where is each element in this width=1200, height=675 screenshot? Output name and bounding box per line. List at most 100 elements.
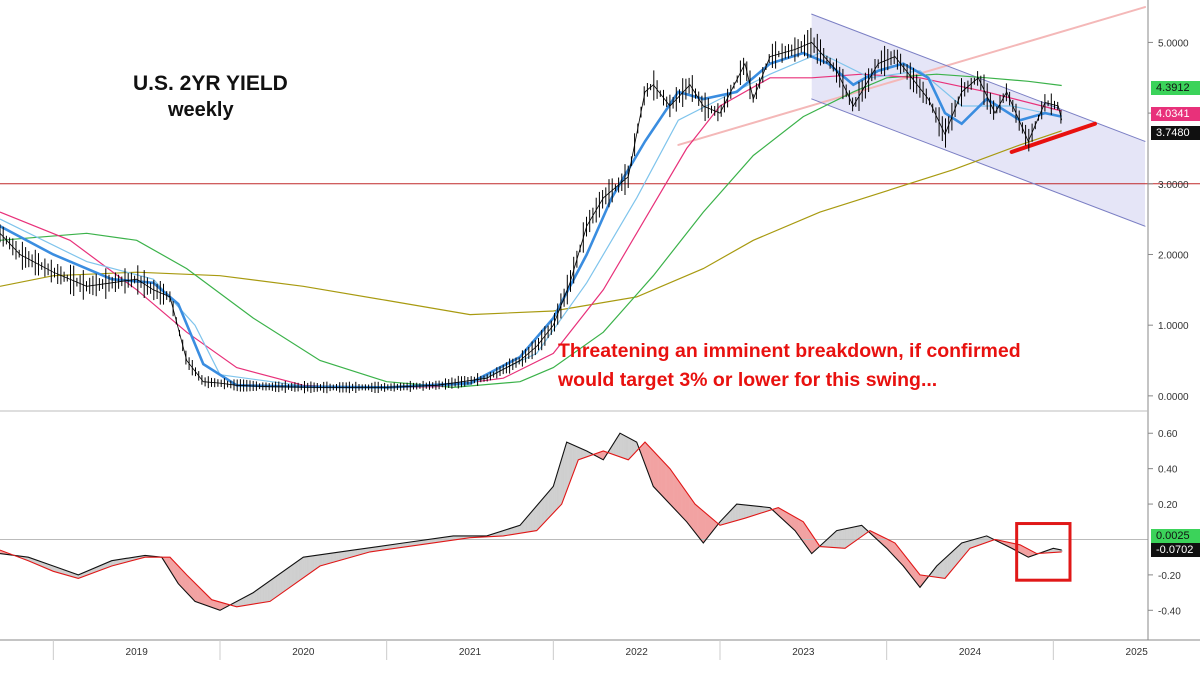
oscillator-fill-slice xyxy=(251,592,254,605)
series-ma-olive xyxy=(0,130,1062,316)
oscillator-fill-slice xyxy=(674,474,677,512)
oscillator-fill-slice xyxy=(583,449,586,459)
oscillator-fill-slice xyxy=(660,457,663,496)
price-y-tick-label: 2.0000 xyxy=(1158,250,1189,261)
oscillator-fill-slice xyxy=(740,504,743,520)
oscillator-fill-slice xyxy=(839,529,842,549)
oscillator-fill-slice xyxy=(844,528,847,549)
x-tick-label: 2020 xyxy=(292,647,315,658)
oscillator-fill-slice xyxy=(304,556,307,578)
oscillator-fill-slice xyxy=(568,442,571,485)
oscillator-fill-slice xyxy=(948,553,951,575)
oscillator-fill-slice xyxy=(301,557,304,580)
oscillator-fill-slice xyxy=(753,505,756,516)
oscillator-fill-slice xyxy=(748,505,751,518)
oscillator-fill-slice xyxy=(560,455,563,505)
oscillator-fill-slice xyxy=(938,561,941,579)
oscillator-fill-slice xyxy=(693,501,696,534)
oscillator-fill-slice xyxy=(536,503,539,531)
oscillator-fill-slice xyxy=(980,536,983,545)
oscillator-fill-slice xyxy=(559,461,562,508)
oscillator-fill-slice xyxy=(672,472,675,510)
axes: 5.00004.00003.00002.00001.00000.00000.60… xyxy=(0,0,1200,660)
oscillator-fill-slice xyxy=(193,581,196,603)
oscillator-fill-slice xyxy=(746,504,749,518)
oscillator-fill-slice xyxy=(945,555,948,579)
oscillator-fill-slice xyxy=(217,601,220,611)
osc-y-tick-label: 0.20 xyxy=(1158,500,1178,511)
oscillator-fill-slice xyxy=(978,537,981,546)
oscillator-fill-slice xyxy=(188,576,191,598)
oscillator-fill-slice xyxy=(809,529,812,554)
oscillator-fill-slice xyxy=(666,464,669,503)
oscillator-fill-slice xyxy=(799,519,802,540)
oscillator-fill-slice xyxy=(618,432,621,458)
trendline-short-support-red xyxy=(1009,121,1097,154)
oscillator-fill-slice xyxy=(182,570,185,591)
oscillator-fill-slice xyxy=(677,479,680,515)
oscillator-fill-slice xyxy=(831,533,834,548)
oscillator-fill-slice xyxy=(353,549,356,557)
oscillator-fill-slice xyxy=(307,556,310,576)
chart-title: U.S. 2YR YIELD weekly xyxy=(133,72,288,121)
oscillator-fill-slice xyxy=(313,555,316,571)
oscillator-fill-slice xyxy=(685,490,688,524)
oscillator-fill-slice xyxy=(687,492,690,526)
oscillator-fill-slice xyxy=(531,508,534,532)
oscillator-fill-slice xyxy=(347,550,350,559)
oscillator-fill-slice xyxy=(805,525,808,549)
oscillator-fill-slice xyxy=(262,584,265,603)
oscillator-fill-slice xyxy=(706,513,709,540)
oscillator-fill-slice xyxy=(696,505,699,538)
price-y-tick-label: 1.0000 xyxy=(1158,321,1189,332)
oscillator-fill-slice xyxy=(527,514,530,533)
osc-y-tick-label: 0.40 xyxy=(1158,465,1178,476)
oscillator-fill-slice xyxy=(246,594,249,606)
oscillator-fill-slice xyxy=(249,593,252,605)
oscillator-fill-slice xyxy=(652,449,655,487)
oscillator-fill-slice xyxy=(336,552,339,562)
oscillator-fill-slice xyxy=(190,578,193,600)
oscillator-fill-slice xyxy=(216,600,219,610)
oscillator-fill-slice xyxy=(951,550,954,571)
oscillator-fill-slice xyxy=(211,599,214,609)
oscillator-fill-slice xyxy=(860,525,863,538)
oscillator-fill-slice xyxy=(631,438,634,458)
oscillator-fill-slice xyxy=(579,447,582,460)
oscillator-fill-slice xyxy=(801,520,804,543)
oscillator-fill-slice xyxy=(302,556,305,579)
oscillator-fill-slice xyxy=(512,526,515,535)
oscillator-fill-slice xyxy=(658,456,661,495)
osc-last-value-badge: -0.0702 xyxy=(1151,543,1200,557)
oscillator-fill-slice xyxy=(333,552,336,563)
oscillator-fill-slice xyxy=(328,553,331,564)
oscillator-fill-slice xyxy=(511,527,514,535)
oscillator-fill-slice xyxy=(567,442,570,490)
price-last-value-badge: 3.7480 xyxy=(1151,126,1200,140)
oscillator-fill-slice xyxy=(344,550,347,560)
oscillator-fill-slice xyxy=(350,549,353,558)
oscillator-fill-slice xyxy=(543,495,546,525)
oscillator-fill-slice xyxy=(285,568,288,592)
oscillator-fill-slice xyxy=(943,557,946,579)
oscillator-fill-slice xyxy=(514,526,517,535)
oscillator-fill-slice xyxy=(565,442,568,494)
oscillator-fill-slice xyxy=(219,601,222,611)
oscillator-fill-slice xyxy=(177,565,180,586)
oscillator-fill-slice xyxy=(198,586,201,604)
oscillator-fill-slice xyxy=(323,553,326,566)
oscillator-fill-slice xyxy=(562,450,565,502)
oscillator-fill-slice xyxy=(547,490,550,520)
x-tick-label: 2019 xyxy=(126,647,149,658)
oscillator-fill-slice xyxy=(329,552,332,564)
oscillator-fill-slice xyxy=(754,505,757,516)
oscillator-fill-slice xyxy=(690,497,693,530)
oscillator-fill-slice xyxy=(842,528,845,549)
oscillator-fill-slice xyxy=(291,563,294,587)
oscillator-fill-slice xyxy=(802,520,805,545)
price-bars xyxy=(0,27,1062,394)
oscillator-fill-slice xyxy=(535,505,538,532)
oscillator-fill-slice xyxy=(695,504,698,536)
oscillator-fill-slice xyxy=(265,582,268,603)
oscillator-fill-slice xyxy=(288,566,291,589)
